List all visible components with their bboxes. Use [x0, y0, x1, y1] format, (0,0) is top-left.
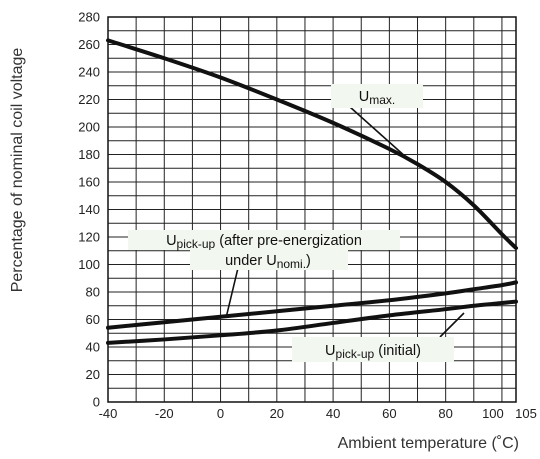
y-tick-label: 220 — [78, 92, 100, 107]
plot-frame — [107, 16, 517, 403]
annotation-subscript: nomi. — [277, 257, 306, 271]
annotation-label: Upick-up (initial) — [325, 343, 421, 361]
x-tick-label: 40 — [326, 406, 340, 421]
series-lines — [106, 38, 518, 345]
series-line-umax — [106, 38, 518, 250]
series-line-upickup-initial — [106, 299, 518, 345]
y-tick-label: 80 — [86, 285, 100, 300]
x-tick-label: 80 — [438, 406, 452, 421]
annotations: Umax.Upick-up (after pre-energizationund… — [128, 84, 454, 362]
x-tick-label: -20 — [155, 406, 174, 421]
annotation-main-text: U — [166, 233, 176, 249]
annotation-subscript: pick-up — [336, 347, 375, 361]
annotation-box — [331, 84, 423, 108]
y-tick-label: 20 — [86, 367, 100, 382]
y-tick-label: 260 — [78, 37, 100, 52]
annotation-leader-line — [225, 267, 239, 319]
y-tick-label: 40 — [86, 340, 100, 355]
y-tick-label: 180 — [78, 147, 100, 162]
annotation-subscript: pick-up — [177, 237, 216, 251]
y-tick-labels: 0 20 40 60 80 100 120 140 160 180 200 220 240 260 280 — [78, 10, 100, 410]
y-tick-label: 100 — [78, 257, 100, 272]
annotation-box — [128, 230, 400, 250]
annotation-main-text: U — [359, 89, 369, 105]
annotation-main-text: U — [325, 343, 335, 359]
y-axis-title: Percentage of nominal coil voltage — [9, 48, 26, 293]
annotation-rest-text: ) — [306, 253, 311, 269]
x-tick-label: 0 — [217, 406, 224, 421]
x-tick-label: 100 — [482, 406, 504, 421]
annotation-rest-text: (after pre-energization — [215, 233, 362, 249]
annotation-box — [190, 250, 348, 270]
series-line-upickup-after — [106, 280, 518, 330]
x-tick-label: 60 — [382, 406, 396, 421]
annotation-main-text: under U — [225, 253, 277, 269]
annotation-subscript: max. — [369, 93, 395, 107]
x-axis-title: Ambient temperature (˚C) — [338, 435, 519, 452]
x-tick-label: 105 — [515, 406, 537, 421]
annotation-label: Upick-up (after pre-energization — [166, 233, 362, 251]
x-tick-label: 20 — [270, 406, 284, 421]
annotation-box — [292, 337, 454, 362]
annotation-leader-line — [439, 312, 465, 338]
annotation-leaders — [225, 106, 465, 338]
x-tick-labels: -40 -20 0 20 40 60 80 100 105 — [99, 406, 537, 421]
annotation-label: under Unomi.) — [225, 253, 311, 271]
y-tick-label: 140 — [78, 202, 100, 217]
y-tick-label: 0 — [93, 395, 100, 410]
annotation-rest-text: (initial) — [374, 343, 421, 359]
x-tick-label: -40 — [99, 406, 118, 421]
y-tick-label: 240 — [78, 65, 100, 80]
annotation-label: Umax. — [359, 89, 396, 107]
y-tick-label: 280 — [78, 10, 100, 25]
y-tick-label: 160 — [78, 175, 100, 190]
annotation-leader-line — [349, 106, 408, 159]
y-tick-label: 60 — [86, 312, 100, 327]
y-tick-label: 200 — [78, 120, 100, 135]
y-tick-label: 120 — [78, 230, 100, 245]
